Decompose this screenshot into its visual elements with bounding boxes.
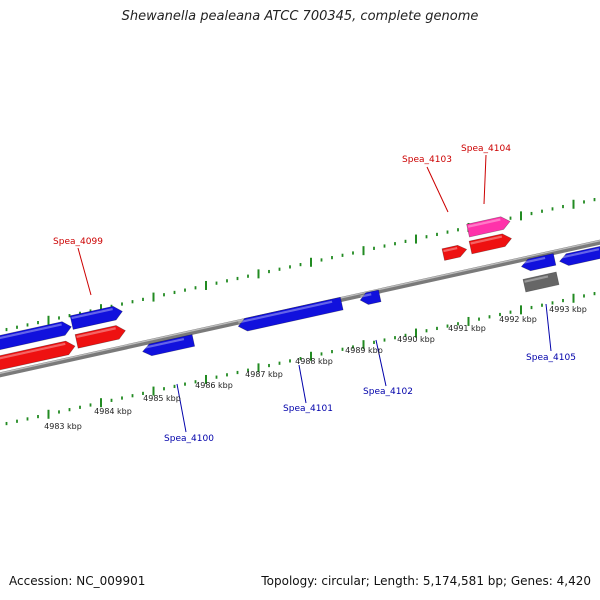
gene-callouts: Spea_4099 Spea_4103 Spea_4104 Spea_4100 Spea… xyxy=(53,144,576,444)
forward-cds-arrow[interactable] xyxy=(74,324,127,349)
reverse-feature-box[interactable] xyxy=(522,271,560,293)
scale-tick-label: 4990 kbp xyxy=(397,335,435,344)
gene-label[interactable]: Spea_4103 xyxy=(402,155,452,165)
callout-line xyxy=(176,383,187,433)
scale-tick-label: 4985 kbp xyxy=(143,394,181,403)
scale-labels: 4983 kbp 4984 kbp 4985 kbp 4986 kbp 4987 kbp… xyxy=(44,305,587,431)
reverse-cds-arrow[interactable] xyxy=(359,289,382,306)
reverse-cds-arrow[interactable] xyxy=(0,320,73,355)
map-title: Shewanella pealeana ATCC 700345, complet… xyxy=(121,9,479,24)
forward-cds-arrow[interactable] xyxy=(468,232,513,255)
callout-line xyxy=(77,247,92,296)
reverse-cds-arrow[interactable] xyxy=(69,305,124,330)
gene-label[interactable]: Spea_4101 xyxy=(283,404,333,414)
callout-line xyxy=(375,339,387,387)
gene-label[interactable]: Spea_4100 xyxy=(164,434,214,444)
accession-text: Accession: NC_009901 xyxy=(9,574,146,588)
reverse-cds-arrow[interactable] xyxy=(141,334,196,358)
gene-label[interactable]: Spea_4099 xyxy=(53,237,103,247)
feature-track xyxy=(0,215,600,372)
gene-label[interactable]: Spea_4102 xyxy=(363,387,413,397)
reverse-cds-arrow[interactable] xyxy=(558,244,600,268)
scale-tick-label: 4993 kbp xyxy=(549,305,587,314)
gc-tick-row-lower xyxy=(5,292,596,426)
scale-tick-label: 4984 kbp xyxy=(94,407,132,416)
callout-line xyxy=(426,166,449,213)
reverse-cds-arrow[interactable] xyxy=(520,253,557,272)
forward-feature-arrow[interactable] xyxy=(466,215,512,238)
scale-tick-label: 4992 kbp xyxy=(499,315,537,324)
reverse-cds-arrow[interactable] xyxy=(237,296,344,333)
scale-tick-label: 4989 kbp xyxy=(345,346,383,355)
genome-summary-text: Topology: circular; Length: 5,174,581 bp… xyxy=(261,574,591,588)
forward-cds-arrow[interactable] xyxy=(0,339,77,372)
scale-tick-label: 4988 kbp xyxy=(295,357,333,366)
scale-tick-label: 4983 kbp xyxy=(44,422,82,431)
forward-cds-arrow[interactable] xyxy=(441,244,468,261)
scale-tick-label: 4986 kbp xyxy=(195,381,233,390)
gene-label[interactable]: Spea_4104 xyxy=(461,144,511,154)
callout-line xyxy=(483,154,487,205)
scale-tick-label: 4987 kbp xyxy=(245,370,283,379)
scale-tick-label: 4991 kbp xyxy=(448,324,486,333)
callout-line xyxy=(545,303,552,352)
gene-label[interactable]: Spea_4105 xyxy=(526,353,576,363)
callout-line xyxy=(298,364,307,404)
